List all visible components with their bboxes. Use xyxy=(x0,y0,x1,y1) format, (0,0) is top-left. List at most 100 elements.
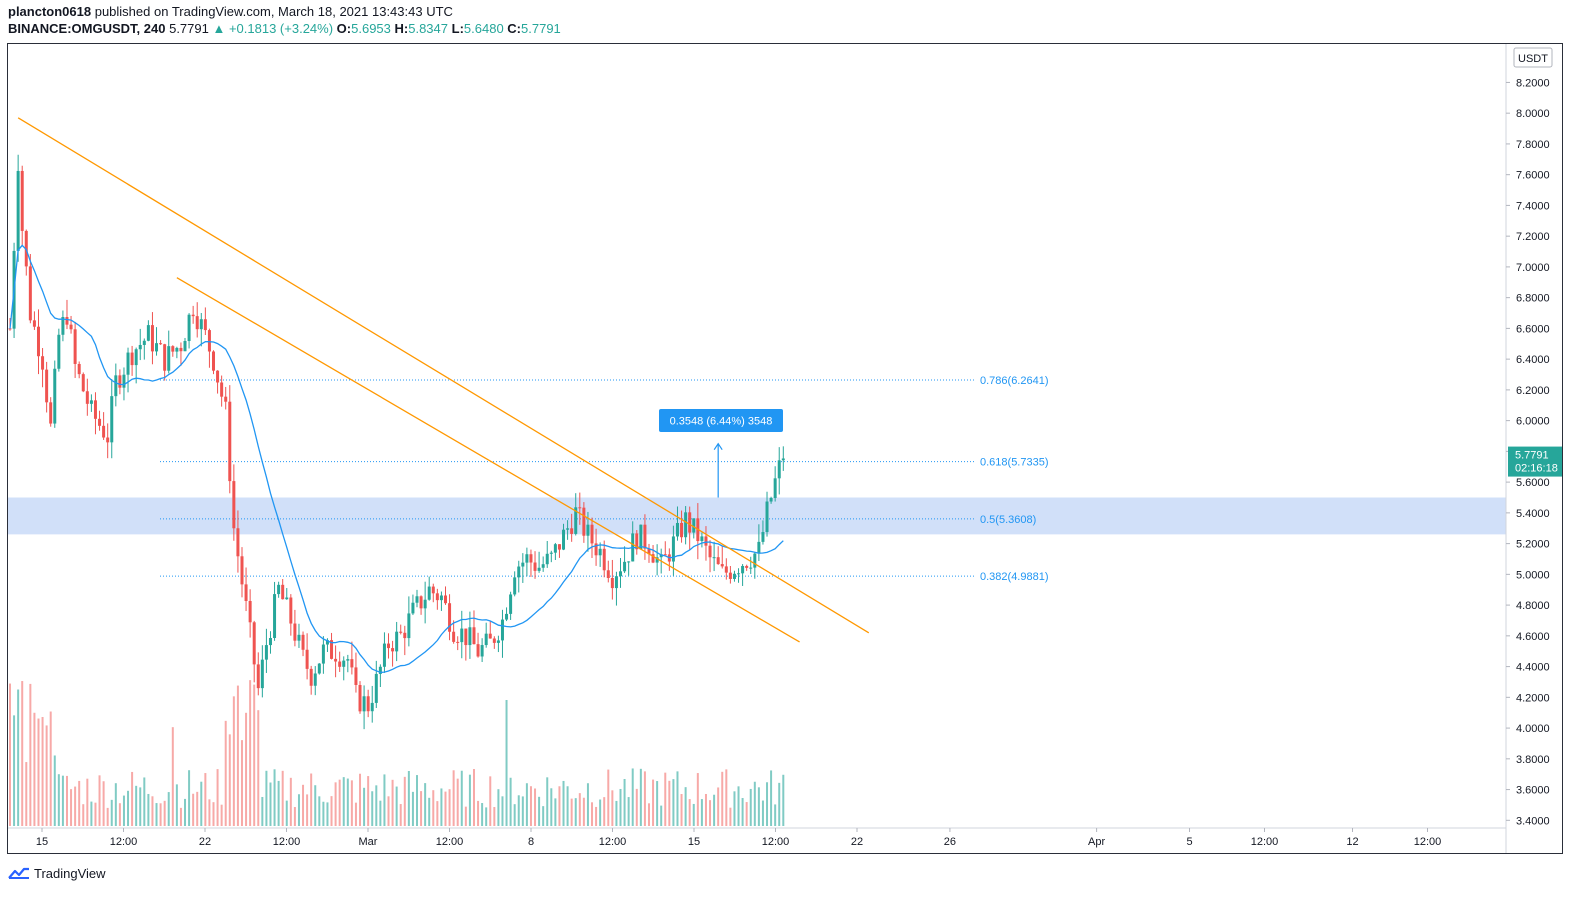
candle-body xyxy=(488,633,492,639)
volume-bar xyxy=(131,771,134,826)
volume-bar xyxy=(208,799,211,826)
publish-info: plancton0618 published on TradingView.co… xyxy=(8,4,453,20)
volume-bar xyxy=(741,798,744,826)
volume-bar xyxy=(314,785,317,826)
candle-body xyxy=(663,554,667,556)
candle-body xyxy=(553,544,557,553)
volume-bar xyxy=(367,776,370,826)
volume-bar xyxy=(468,774,471,826)
candle-body xyxy=(614,576,618,589)
candle-body xyxy=(448,603,452,632)
candle-body xyxy=(566,528,570,530)
volume-bar xyxy=(497,789,500,826)
candle-body xyxy=(452,631,456,642)
candle-body xyxy=(749,567,753,569)
price-tick-label: 5.2000 xyxy=(1516,539,1550,551)
volume-bar xyxy=(151,796,154,826)
author-name[interactable]: plancton0618 xyxy=(8,4,92,19)
candle-body xyxy=(594,543,598,556)
candle-body xyxy=(73,329,77,364)
candle-body xyxy=(53,368,57,424)
candle-body xyxy=(732,573,736,579)
volume-bar xyxy=(17,689,20,826)
candle-body xyxy=(167,346,171,371)
candle-body xyxy=(36,326,40,357)
candle-body xyxy=(61,316,65,335)
candle-body xyxy=(317,663,321,674)
candle-body xyxy=(85,391,89,404)
price-tick-label: 3.6000 xyxy=(1516,785,1550,797)
price-tick-label: 6.6000 xyxy=(1516,323,1550,335)
price-tick-label: 8.2000 xyxy=(1516,77,1550,89)
volume-bar xyxy=(306,794,309,826)
candle-body xyxy=(150,325,154,352)
volume-bar xyxy=(749,788,752,826)
volume-bar xyxy=(424,783,427,826)
candle-body xyxy=(81,374,85,392)
time-tick-label: 8 xyxy=(528,836,534,848)
volume-bar xyxy=(387,796,390,826)
candle-body xyxy=(757,541,761,554)
volume-bar xyxy=(379,800,382,826)
volume-bar xyxy=(135,785,138,826)
volume-bar xyxy=(200,781,203,826)
candle-body xyxy=(517,566,521,578)
volume-bar xyxy=(582,797,585,826)
volume-bar xyxy=(652,779,655,826)
volume-bar xyxy=(94,802,97,826)
candle-body xyxy=(769,497,773,502)
volume-bar xyxy=(65,775,68,826)
candle-body xyxy=(773,478,777,498)
candle-body xyxy=(114,375,118,397)
volume-bar xyxy=(57,774,60,826)
tradingview-footer[interactable]: TradingView xyxy=(8,864,106,882)
candle-body xyxy=(513,577,517,595)
candle-body xyxy=(684,512,688,538)
candle-body xyxy=(578,507,582,509)
volume-bar xyxy=(444,791,447,826)
candle-body xyxy=(720,564,724,567)
candle-body xyxy=(655,557,659,563)
candle-body xyxy=(268,637,272,646)
candle-body xyxy=(745,565,749,568)
candle-body xyxy=(155,343,159,352)
open-value: 5.6953 xyxy=(351,21,391,36)
volume-bar xyxy=(399,804,402,826)
volume-bar xyxy=(127,790,130,826)
volume-bar xyxy=(672,779,675,826)
volume-bar xyxy=(330,796,333,826)
candle-body xyxy=(8,328,12,330)
volume-bar xyxy=(78,780,81,826)
candle-body xyxy=(708,545,712,558)
volume-bar xyxy=(770,770,773,826)
candle-body xyxy=(692,518,696,533)
volume-bar xyxy=(623,778,626,826)
volume-bar xyxy=(472,769,475,826)
candle-body xyxy=(362,696,366,712)
low-value: 5.6480 xyxy=(463,21,504,36)
candle-body xyxy=(77,363,81,375)
price-tick-label: 6.2000 xyxy=(1516,385,1550,397)
volume-bar xyxy=(704,793,707,826)
candle-body xyxy=(651,554,655,563)
candle-body xyxy=(199,319,203,330)
candle-body xyxy=(354,667,358,685)
volume-bar xyxy=(139,787,142,826)
time-tick-label: 15 xyxy=(688,836,700,848)
volume-bar xyxy=(416,775,418,826)
candle-body xyxy=(557,544,561,550)
candle-body xyxy=(431,586,435,594)
candle-body xyxy=(212,351,215,371)
candle-body xyxy=(49,402,53,424)
price-tick-label: 8.0000 xyxy=(1516,108,1550,120)
volume-bar xyxy=(757,787,760,826)
candle-body xyxy=(509,594,513,614)
volume-bar xyxy=(253,684,256,826)
volume-bar xyxy=(599,799,602,826)
candle-body xyxy=(704,536,708,546)
candle-body xyxy=(325,640,329,645)
volume-bar xyxy=(342,777,345,826)
volume-bar xyxy=(277,780,280,826)
chart-frame[interactable] xyxy=(7,43,1563,854)
